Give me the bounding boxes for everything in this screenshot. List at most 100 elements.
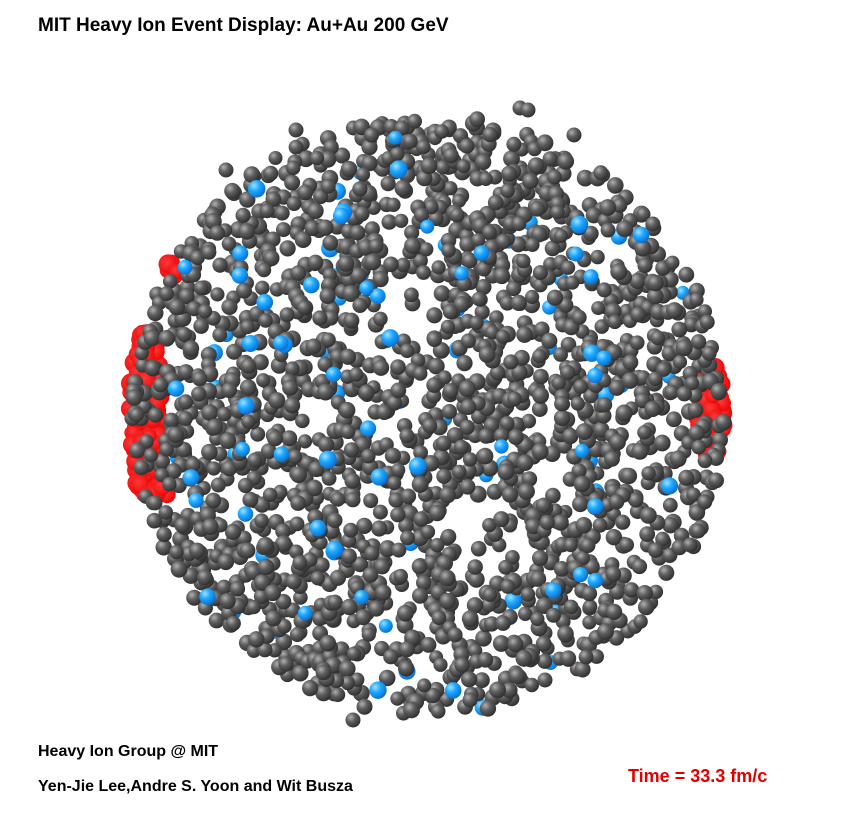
blue-particle (444, 682, 462, 699)
gray-particle (394, 213, 409, 228)
blue-particle (370, 468, 388, 486)
gray-particle (294, 231, 312, 249)
gray-particle (554, 228, 568, 243)
gray-particle (285, 160, 301, 176)
gray-particle (327, 512, 343, 528)
gray-particle (313, 188, 329, 205)
gray-particle (256, 262, 272, 278)
gray-particle (262, 487, 278, 502)
gray-particle (612, 197, 628, 213)
gray-particle (482, 517, 497, 533)
gray-particle (147, 495, 163, 511)
gray-particle (337, 255, 355, 272)
gray-particle (604, 451, 620, 467)
gray-particle (546, 607, 561, 623)
gray-particle (493, 267, 511, 285)
gray-particle (192, 371, 208, 387)
gray-particle (471, 233, 486, 248)
gray-particle (560, 260, 576, 275)
gray-particle (691, 439, 707, 455)
gray-particle (257, 558, 275, 576)
gray-particle (534, 321, 550, 337)
gray-particle (319, 287, 336, 304)
gray-particle (562, 428, 579, 445)
gray-particle (647, 287, 664, 305)
gray-particle (206, 461, 221, 476)
gray-particle (212, 327, 228, 343)
gray-particle (454, 657, 470, 673)
gray-particle (557, 625, 574, 643)
gray-particle (572, 495, 589, 513)
gray-particle (422, 418, 438, 434)
blue-particle (325, 540, 344, 559)
gray-particle (440, 528, 457, 545)
gray-particle (430, 704, 446, 719)
gray-particle (343, 522, 359, 538)
gray-particle (563, 538, 578, 553)
gray-particle (278, 656, 294, 672)
gray-particle (257, 536, 274, 554)
gray-particle (189, 542, 206, 559)
gray-particle (305, 338, 322, 355)
blue-particle (237, 397, 255, 415)
gray-particle (310, 571, 325, 586)
blue-particle (177, 259, 193, 275)
gray-particle (197, 304, 213, 319)
gray-particle (553, 561, 570, 577)
gray-particle (414, 207, 429, 223)
gray-particle (573, 475, 591, 493)
gray-particle (456, 355, 473, 372)
gray-particle (590, 249, 605, 265)
gray-particle (221, 382, 237, 399)
gray-particle (606, 603, 623, 621)
gray-particle (471, 291, 487, 307)
gray-particle (682, 537, 698, 553)
gray-particle (441, 404, 457, 420)
gray-particle (506, 136, 522, 152)
gray-particle (458, 380, 476, 398)
blue-particle (297, 605, 313, 621)
gray-particle (446, 427, 464, 444)
gray-particle (452, 193, 467, 208)
gray-particle (492, 635, 510, 652)
blue-particle (182, 469, 200, 486)
gray-particle (307, 254, 324, 271)
gray-particle (411, 558, 428, 575)
gray-particle (201, 518, 219, 536)
gray-particle (315, 664, 332, 681)
gray-particle (170, 560, 188, 578)
gray-particle (469, 111, 485, 128)
gray-particle (143, 329, 161, 347)
gray-particle (610, 263, 628, 281)
gray-particle (342, 285, 360, 302)
gray-particle (629, 335, 645, 351)
gray-particle (573, 379, 588, 394)
gray-particle (193, 318, 209, 334)
gray-particle (186, 589, 203, 606)
gray-particle (205, 492, 222, 509)
gray-particle (462, 452, 478, 467)
blue-particle (587, 367, 603, 384)
gray-particle (259, 203, 275, 219)
gray-particle (241, 414, 256, 429)
gray-particle (284, 174, 301, 191)
gray-particle (461, 610, 479, 628)
gray-particle (571, 309, 587, 325)
gray-particle (500, 183, 515, 198)
gray-particle (153, 377, 168, 393)
gray-particle (416, 575, 432, 591)
gray-particle (263, 165, 279, 181)
blue-particle (241, 335, 259, 352)
gray-particle (675, 339, 693, 357)
gray-particle (441, 243, 456, 258)
gray-particle (546, 289, 564, 306)
gray-particle (246, 600, 261, 615)
gray-particle (508, 667, 526, 685)
gray-particle (439, 486, 456, 504)
gray-particle (185, 457, 201, 473)
gray-particle (478, 346, 496, 363)
gray-particle (400, 488, 417, 505)
gray-particle (648, 371, 663, 386)
gray-particle (163, 412, 180, 428)
blue-particle (359, 280, 374, 296)
